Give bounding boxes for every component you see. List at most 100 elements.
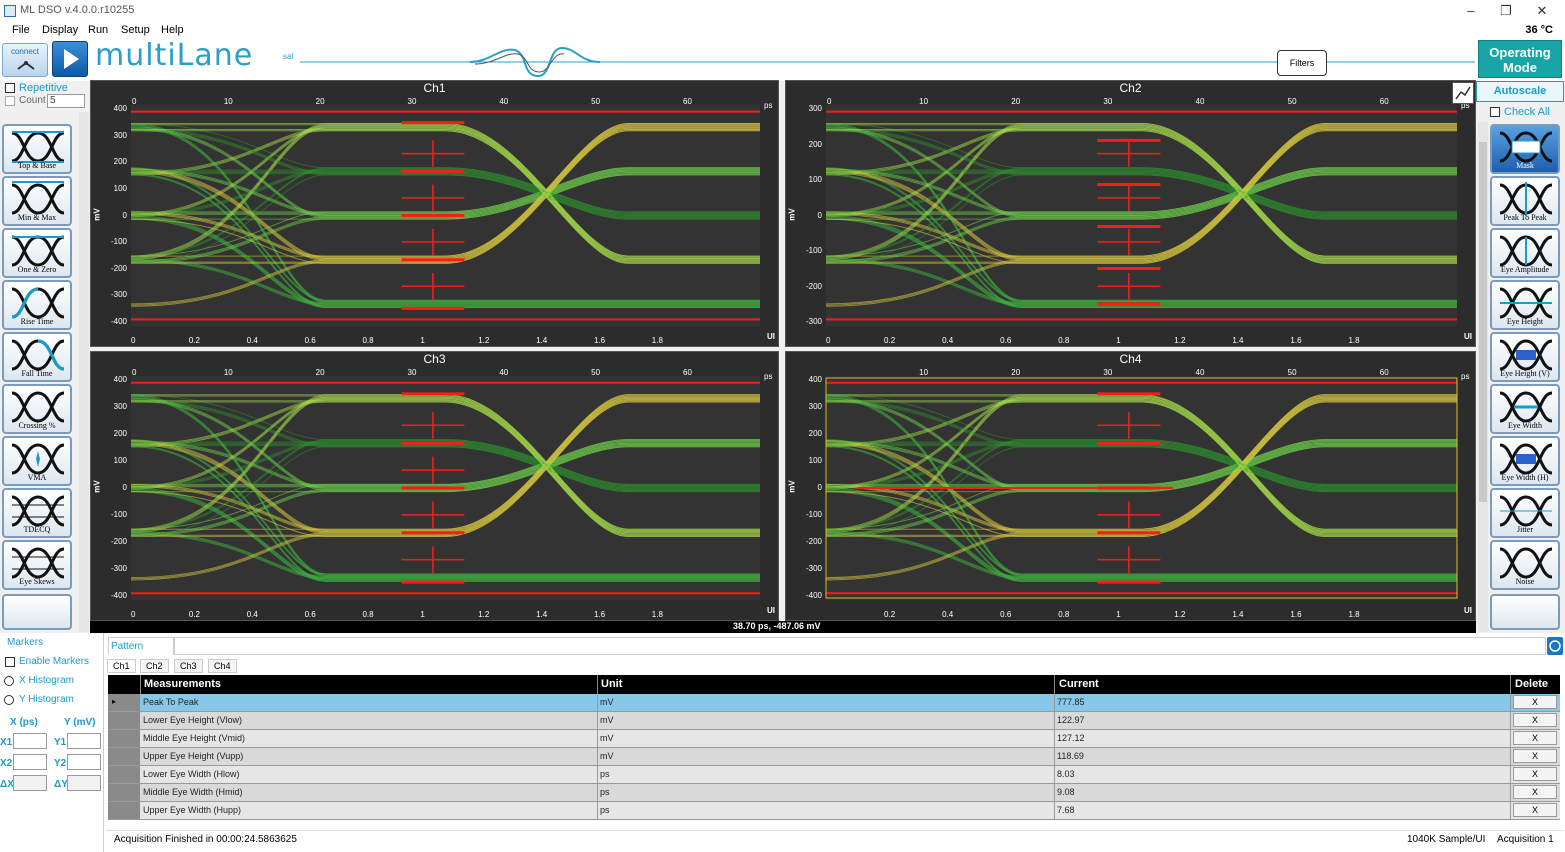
enable-markers-checkbox[interactable] [5, 657, 15, 667]
right-scrollbar[interactable] [1478, 122, 1488, 632]
measure-jitter-button[interactable]: Jitter [1490, 488, 1560, 538]
tab-ch2[interactable]: Ch2 [140, 659, 169, 673]
header-current[interactable]: Current [1059, 678, 1099, 690]
eye-plot-ch2[interactable]: Ch2 0 10 20 30 40 50 60 ps 0 0.2 0.4 0.6 0.8 1 1.2 1.4 1.… [785, 80, 1476, 347]
delete-measurement-button[interactable]: X [1513, 695, 1557, 709]
table-row[interactable]: Upper Eye Height (Vupp) mV 118.69 X [108, 748, 1560, 766]
measure-more-button[interactable] [1490, 594, 1560, 630]
table-row[interactable]: Lower Eye Width (Hlow) ps 8.03 X [108, 766, 1560, 784]
check-all-checkbox[interactable] [1490, 107, 1500, 117]
measure-eye-width-button[interactable]: Eye Width [1490, 384, 1560, 434]
menu-help[interactable]: Help [161, 24, 184, 36]
connect-button[interactable]: connect [2, 43, 48, 77]
ui-tick-label: 0.6 [1000, 336, 1012, 345]
restore-button[interactable]: ❐ [1500, 3, 1512, 18]
tab-ch1[interactable]: Ch1 [107, 659, 136, 673]
tab-ch3[interactable]: Ch3 [174, 659, 203, 673]
dy-input[interactable] [67, 775, 101, 791]
measurement-name: Middle Eye Width (Hmid) [143, 787, 243, 797]
table-row[interactable]: Middle Eye Height (Vmid) mV 127.12 X [108, 730, 1560, 748]
measure-rise-time-button[interactable]: Rise Time [2, 280, 72, 330]
delete-measurement-button[interactable]: X [1513, 713, 1557, 727]
eye-diagram-canvas [130, 105, 760, 326]
header-delete[interactable]: Delete [1515, 678, 1549, 690]
ps-tick-label: 20 [1011, 97, 1021, 106]
count-input[interactable]: 5 [47, 94, 85, 108]
delete-measurement-button[interactable]: X [1513, 803, 1557, 817]
count-checkbox[interactable] [5, 96, 15, 106]
right-scrollbar-thumb[interactable] [1479, 142, 1487, 502]
measurement-current: 9.08 [1057, 787, 1075, 797]
refresh-button[interactable] [1547, 637, 1563, 655]
eye-plot-ch3[interactable]: Ch3 0 10 20 30 40 50 60 ps 0 0.2 0.4 0.6 0.8 1 1.2 1.4 1.… [90, 351, 779, 621]
y2-input[interactable] [67, 754, 101, 770]
row-header-cell[interactable] [108, 766, 140, 783]
measure-eye-height-v-button[interactable]: Eye Height (V) [1490, 332, 1560, 382]
measure-more-button[interactable] [2, 594, 72, 630]
menu-file[interactable]: File [12, 24, 30, 36]
measure-fall-time-button[interactable]: Fall Time [2, 332, 72, 382]
filters-button[interactable]: Filters [1277, 50, 1327, 76]
table-row[interactable]: Upper Eye Width (Hupp) ps 7.68 X [108, 802, 1560, 820]
measure-tdecq-button[interactable]: TDECQ [2, 488, 72, 538]
minimize-button[interactable]: – [1467, 3, 1475, 18]
measure-eye-height-button[interactable]: Eye Height [1490, 280, 1560, 330]
x2-label: X2 [0, 758, 13, 769]
dx-input[interactable] [13, 775, 47, 791]
measure-crossing-button[interactable]: Crossing % [2, 384, 72, 434]
row-header-cell[interactable] [108, 748, 140, 765]
row-header-cell[interactable] [108, 712, 140, 729]
repetitive-checkbox[interactable] [5, 83, 15, 93]
menu-bar: File Display Run Setup Help [0, 22, 1565, 39]
delete-measurement-button[interactable]: X [1513, 749, 1557, 763]
measure-vma-button[interactable]: VMA [2, 436, 72, 486]
ui-tick-label: 1.8 [1348, 336, 1360, 345]
operating-mode-button[interactable]: Operating Mode [1478, 40, 1562, 78]
left-scrollbar[interactable] [79, 112, 89, 632]
menu-run[interactable]: Run [88, 24, 109, 36]
x-histogram-radio[interactable] [4, 676, 14, 686]
measure-eye-amplitude-button[interactable]: Eye Amplitude [1490, 228, 1560, 278]
header-unit[interactable]: Unit [601, 678, 623, 690]
table-row[interactable]: Middle Eye Width (Hmid) ps 9.08 X [108, 784, 1560, 802]
measurement-current: 118.69 [1057, 751, 1084, 761]
delete-measurement-button[interactable]: X [1513, 731, 1557, 745]
chart-export-button[interactable] [1452, 82, 1474, 104]
measure-eye-width-h-button[interactable]: Eye Width (H) [1490, 436, 1560, 486]
measure-top-base-button[interactable]: Top & Base [2, 124, 72, 174]
ui-tick-label: 1 [1116, 610, 1121, 619]
row-header-cell[interactable] [108, 784, 140, 801]
table-row[interactable]: ▸ Peak To Peak mV 777.85 X [108, 694, 1560, 712]
measure-noise-button[interactable]: Noise [1490, 540, 1560, 590]
pattern-tab[interactable]: Pattern [108, 637, 174, 655]
measure-min-max-button[interactable]: Min & Max [2, 176, 72, 226]
x1-input[interactable] [13, 733, 47, 749]
eye-plot-ch4[interactable]: Ch4 10 20 30 40 50 60 ps 0.2 0.4 0.6 0.8 1 1.2 1.4 1.6 1… [785, 351, 1476, 621]
tab-ch4[interactable]: Ch4 [208, 659, 237, 673]
x2-input[interactable] [13, 754, 47, 770]
y-histogram-radio[interactable] [4, 695, 14, 705]
menu-setup[interactable]: Setup [121, 24, 150, 36]
autoscale-button[interactable]: Autoscale [1476, 81, 1564, 102]
measure-one-zero-button[interactable]: One & Zero [2, 228, 72, 278]
measure-peak-to-peak-button[interactable]: Peak To Peak [1490, 176, 1560, 226]
acquisition-count: Acquisition 1 [1497, 834, 1554, 845]
run-button[interactable] [52, 41, 88, 77]
measure-eye-skews-button[interactable]: Eye Skews [2, 540, 72, 590]
measure-mask-button[interactable]: Mask [1490, 124, 1560, 174]
table-row[interactable]: Lower Eye Height (Vlow) mV 122.97 X [108, 712, 1560, 730]
title-bar: ML DSO v.4.0.0.r10255 – ❐ ✕ [0, 0, 1565, 22]
y-tick-label: -200 [805, 281, 822, 291]
eye-plot-ch1[interactable]: Ch1 0 10 20 30 40 50 60 ps 0 0.2 0.4 0.6 0.8 1 1.2 1.4 1.… [90, 80, 779, 347]
delete-measurement-button[interactable]: X [1513, 785, 1557, 799]
column-divider [1054, 784, 1055, 801]
row-header-cell[interactable] [108, 694, 140, 711]
close-button[interactable]: ✕ [1536, 3, 1548, 18]
header-measurements[interactable]: Measurements [144, 678, 222, 690]
row-header-cell[interactable] [108, 730, 140, 747]
row-header-cell[interactable] [108, 802, 140, 819]
menu-display[interactable]: Display [42, 24, 79, 36]
y1-input[interactable] [67, 733, 101, 749]
pattern-field[interactable] [174, 637, 1546, 655]
delete-measurement-button[interactable]: X [1513, 767, 1557, 781]
